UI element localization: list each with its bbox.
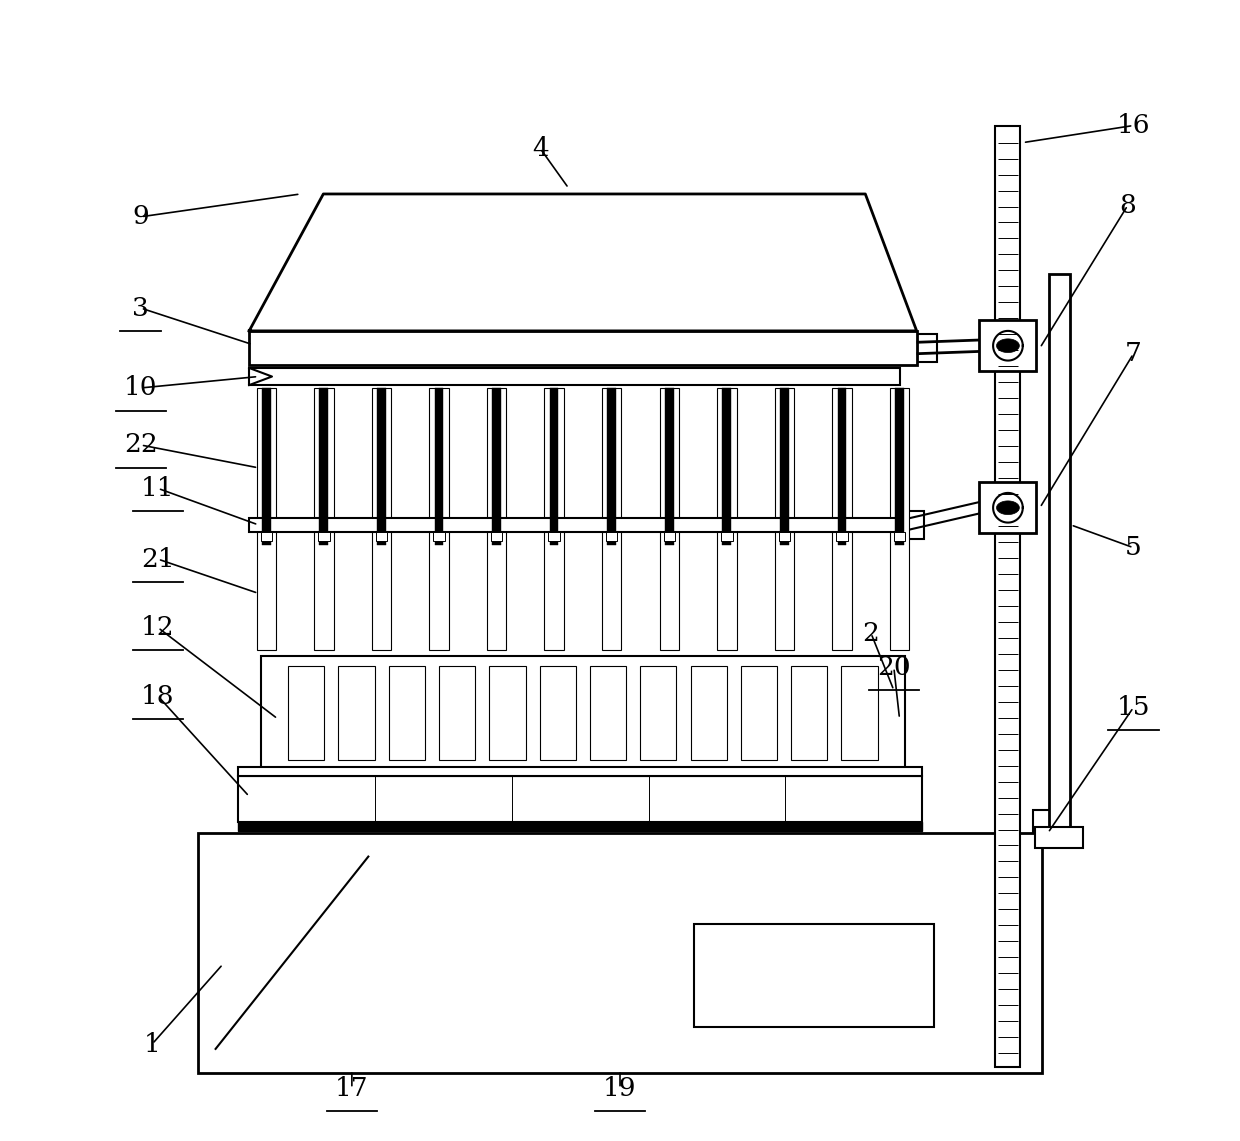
Bar [608, 388, 616, 545]
Bar [1035, 827, 1084, 848]
Text: 12: 12 [141, 615, 175, 640]
Bar [319, 532, 330, 541]
Text: 11: 11 [141, 476, 175, 501]
Text: 22: 22 [124, 432, 157, 458]
Bar [262, 388, 270, 545]
Bar [722, 532, 733, 541]
Bar [980, 482, 1037, 533]
Bar [492, 388, 501, 545]
Bar [249, 367, 899, 385]
Bar [903, 511, 924, 539]
Bar [249, 331, 916, 365]
Bar [260, 656, 905, 770]
Text: 10: 10 [124, 375, 157, 400]
Bar [791, 666, 827, 760]
Bar [740, 666, 777, 760]
Text: 18: 18 [141, 683, 175, 709]
Text: 4: 4 [532, 136, 548, 161]
Bar [606, 532, 618, 541]
Bar [490, 666, 526, 760]
Bar [439, 666, 475, 760]
Text: 19: 19 [603, 1076, 637, 1101]
Text: 21: 21 [141, 547, 175, 572]
Bar [640, 666, 677, 760]
Bar [238, 776, 923, 822]
Bar [198, 833, 1042, 1073]
Bar [779, 532, 790, 541]
Bar [842, 666, 878, 760]
Bar [832, 388, 852, 650]
Bar [890, 388, 909, 650]
Bar [894, 532, 905, 541]
Bar [249, 518, 899, 532]
Bar [288, 666, 325, 760]
Text: 1: 1 [144, 1031, 160, 1057]
Bar [544, 388, 564, 650]
Bar [238, 767, 923, 776]
Bar [723, 388, 732, 545]
Bar [663, 532, 675, 541]
Bar [895, 388, 904, 545]
Text: 15: 15 [1117, 695, 1151, 720]
Bar [429, 388, 449, 650]
Bar [548, 532, 559, 541]
Bar [590, 666, 626, 760]
Bar [320, 388, 329, 545]
Bar [780, 388, 789, 545]
Text: 2: 2 [863, 621, 879, 646]
Bar [433, 532, 445, 541]
Bar [314, 388, 334, 650]
Bar [1049, 274, 1070, 827]
Bar [837, 388, 847, 545]
Bar [980, 319, 1037, 372]
Bar [539, 666, 575, 760]
Text: 20: 20 [877, 655, 910, 680]
Bar [238, 822, 923, 831]
Bar [996, 126, 1021, 1067]
Bar [549, 388, 558, 545]
Bar [836, 532, 848, 541]
Text: 9: 9 [133, 204, 149, 229]
Text: 5: 5 [1125, 535, 1142, 560]
Bar [691, 666, 727, 760]
Bar [377, 388, 386, 545]
Bar [601, 388, 621, 650]
Bar [717, 388, 737, 650]
Text: 3: 3 [133, 296, 149, 321]
Bar [389, 666, 425, 760]
Bar [487, 388, 506, 650]
Bar [491, 532, 502, 541]
Bar [339, 666, 374, 760]
Text: 17: 17 [335, 1076, 368, 1101]
Bar [1033, 810, 1056, 833]
Bar [260, 532, 272, 541]
Bar [660, 388, 680, 650]
Bar [435, 388, 444, 545]
Bar [916, 334, 937, 362]
Bar [665, 388, 673, 545]
Bar [376, 532, 387, 541]
Text: 7: 7 [1125, 341, 1142, 366]
Polygon shape [997, 339, 1019, 353]
Bar [257, 388, 277, 650]
Text: 16: 16 [1117, 113, 1151, 138]
Polygon shape [997, 501, 1019, 515]
Bar [775, 388, 794, 650]
Bar [694, 924, 934, 1027]
Text: 8: 8 [1120, 193, 1136, 218]
Bar [372, 388, 391, 650]
